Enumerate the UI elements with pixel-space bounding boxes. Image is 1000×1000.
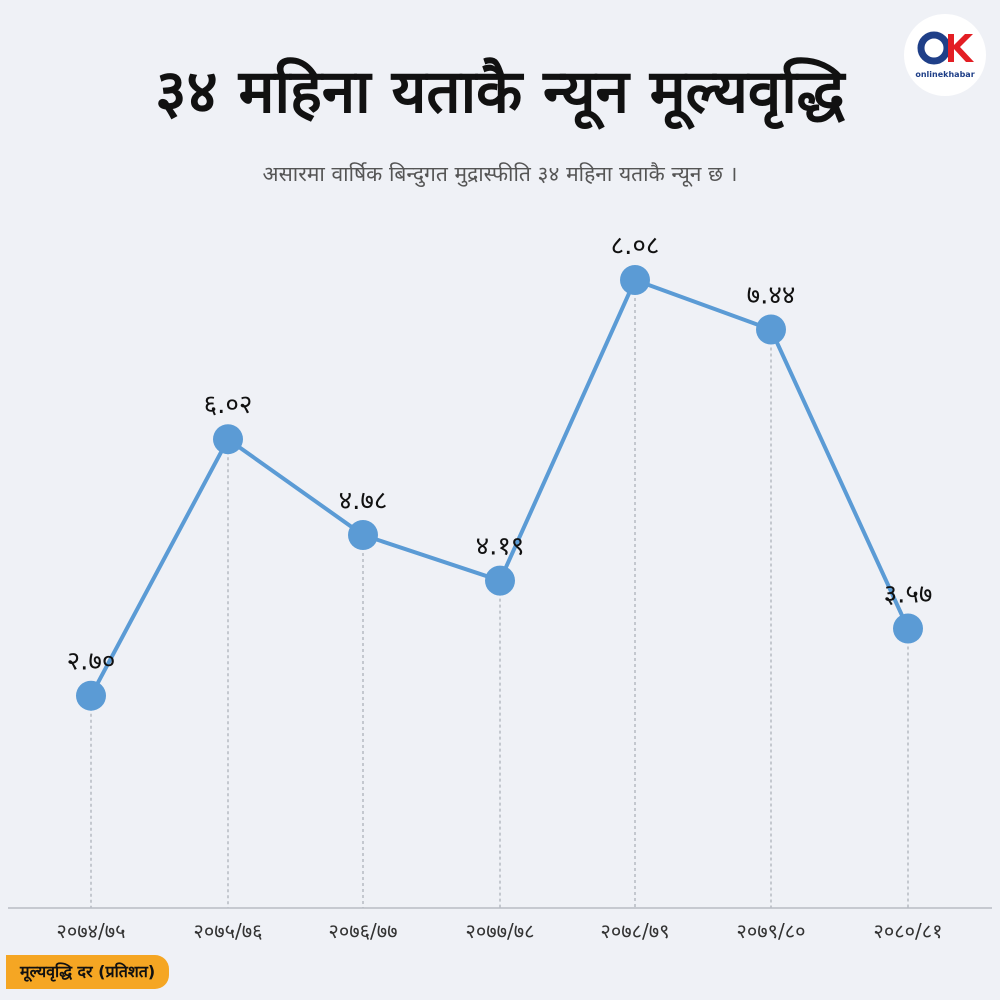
x-tick-labels: २०७४/७५ २०७५/७६ २०७६/७७ २०७७/७८ २०७८/७९ २०७९/… <box>56 919 942 943</box>
x-tick-label-6: २०८०/८१ <box>873 919 942 943</box>
x-tick-label-3: २०७७/७८ <box>465 919 534 943</box>
onlinekhabar-logo[interactable]: onlinekhabar <box>904 14 986 96</box>
data-label-2: ४.७८ <box>339 486 388 516</box>
x-tick-label-0: २०७४/७५ <box>56 919 125 943</box>
series-line <box>89 278 910 697</box>
x-tick-label-1: २०७५/७६ <box>193 919 262 943</box>
data-point-4[interactable] <box>620 265 650 296</box>
x-tick-label-5: २०७९/८० <box>736 919 805 943</box>
logo-brand-text: onlinekhabar <box>915 70 975 79</box>
data-point-0[interactable] <box>76 680 106 711</box>
data-label-6: ३.५७ <box>884 579 933 609</box>
data-point-5[interactable] <box>756 314 786 345</box>
data-label-3: ४.१९ <box>476 532 525 562</box>
data-point-6[interactable] <box>893 613 923 644</box>
drop-lines <box>90 280 909 908</box>
ok-logo-icon <box>917 31 974 65</box>
chart-title: ३४ महिना यताकै न्यून मूल्यवृद्धि <box>155 57 845 127</box>
data-point-1[interactable] <box>213 424 243 455</box>
data-label-4: ८.०८ <box>611 231 660 261</box>
data-label-0: २.७० <box>67 647 116 677</box>
x-tick-label-4: २०७८/७९ <box>600 919 669 943</box>
series-group: २.७० ६.०२ ४.७८ ४.१९ ८.०८ ७.४४ ३.५७ <box>67 231 933 711</box>
data-label-1: ६.०२ <box>204 390 253 420</box>
chart-subtitle: असारमा वार्षिक बिन्दुगत मुद्रास्फीति ३४ … <box>262 162 738 186</box>
data-point-2[interactable] <box>348 519 378 550</box>
y-axis-label: मूल्यवृद्धि दर (प्रतिशत) <box>6 955 170 989</box>
data-point-3[interactable] <box>485 565 515 596</box>
data-label-5: ७.४४ <box>747 280 796 310</box>
x-tick-label-2: २०७६/७७ <box>328 919 397 943</box>
